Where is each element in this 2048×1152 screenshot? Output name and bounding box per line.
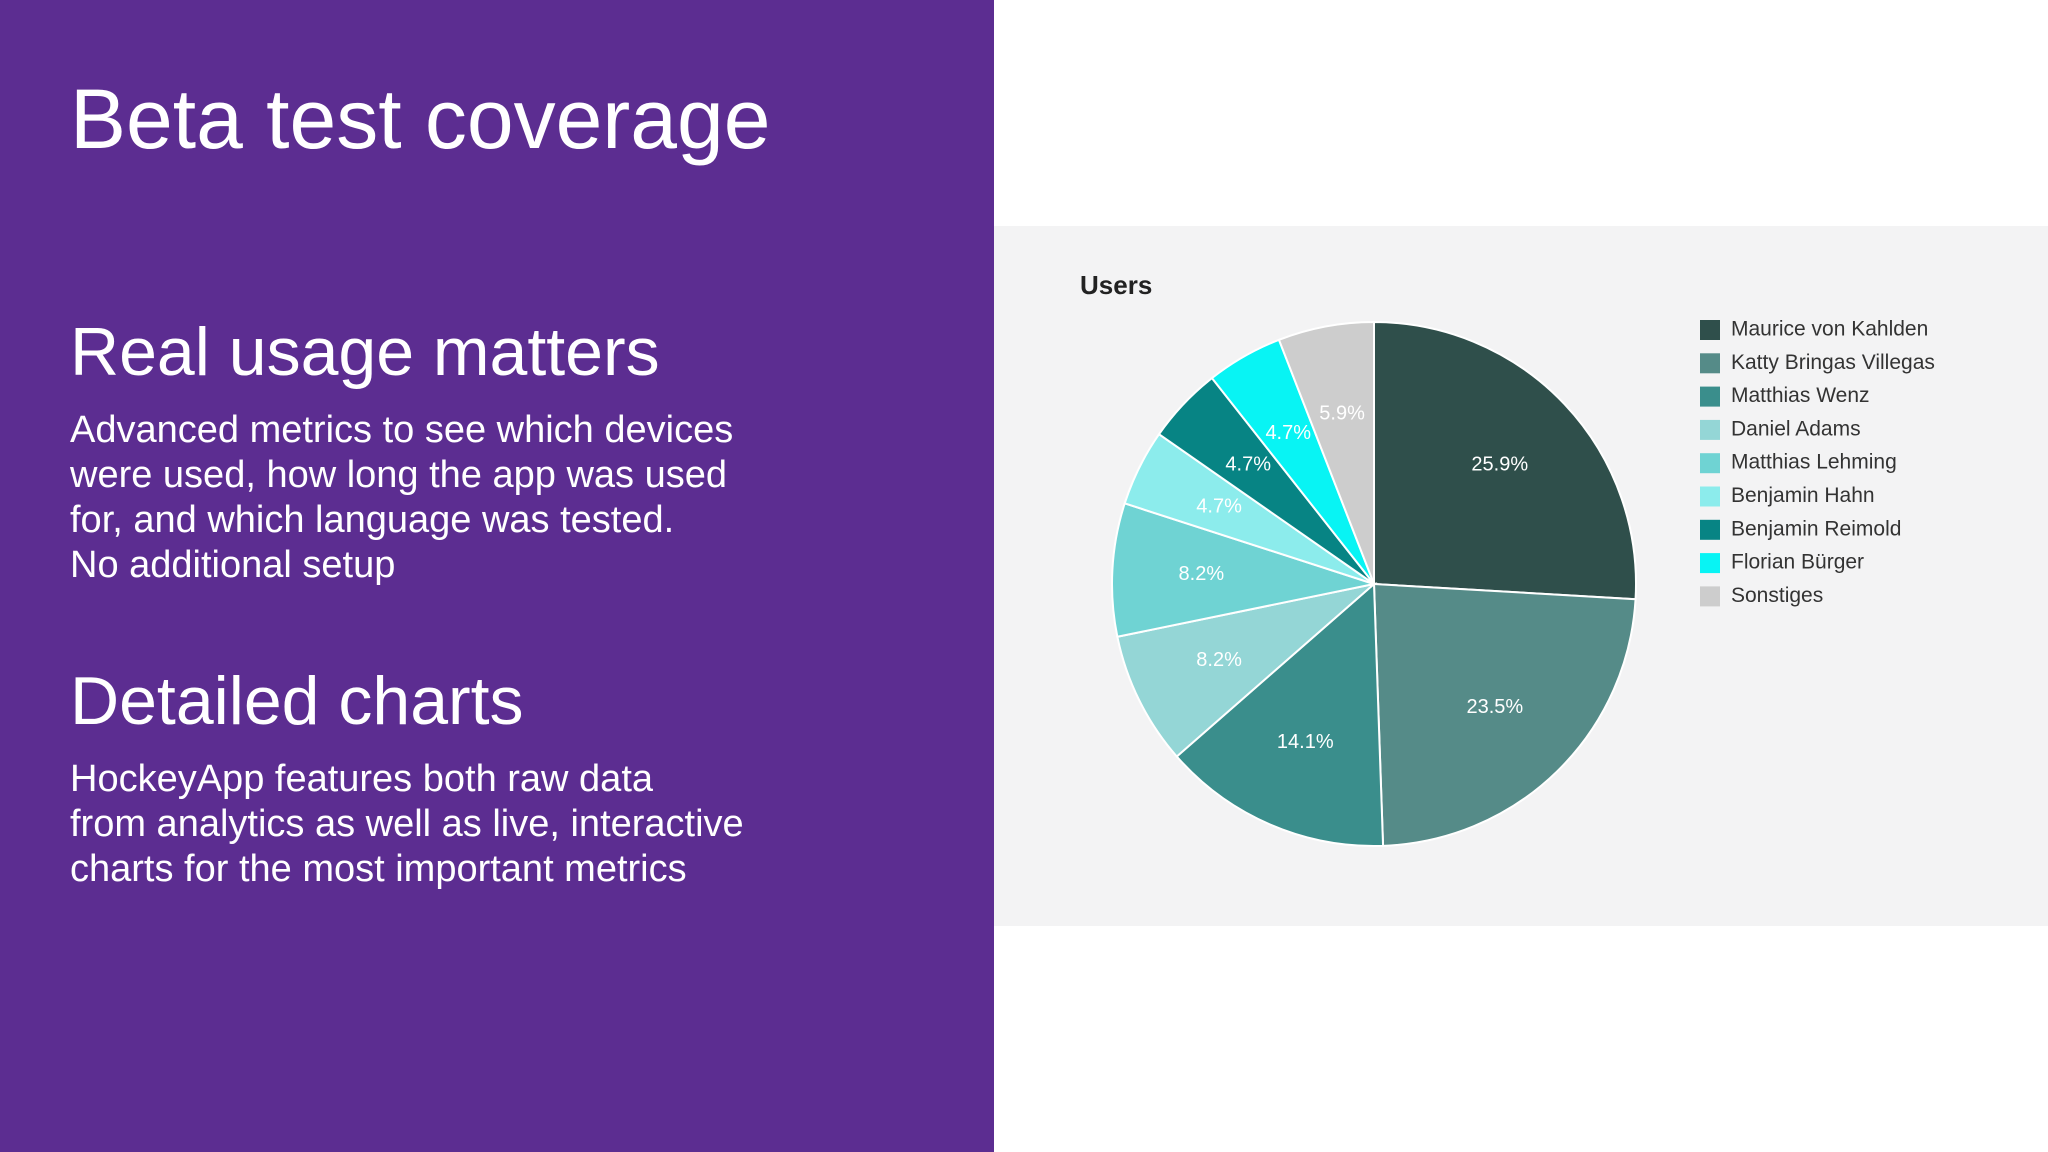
legend-label: Matthias Lehming [1731, 451, 1897, 474]
pie-slice [1116, 582, 1378, 758]
section-body: from analytics as well as live, interact… [70, 803, 744, 845]
legend-label: Florian Bürger [1731, 551, 1864, 574]
slice-label: 14.1% [1277, 731, 1334, 753]
slice-label: 8.2% [1179, 563, 1225, 585]
section-body: were used, how long the app was used [69, 454, 727, 496]
section-heading: Real usage matters [70, 314, 660, 390]
slice-label: 4.7% [1196, 495, 1242, 517]
legend-label: Benjamin Reimold [1731, 517, 1901, 540]
section-body: No additional setup [70, 544, 395, 586]
slice-label: 4.7% [1225, 454, 1271, 476]
slice-label: 25.9% [1471, 454, 1528, 476]
pie-slice [1372, 582, 1637, 847]
slice-label: 23.5% [1466, 696, 1523, 718]
side-panel [0, 0, 994, 1152]
pie-slice [1373, 320, 1637, 601]
legend-label: Maurice von Kahlden [1731, 318, 1928, 341]
legend-swatch [1700, 486, 1720, 507]
legend-swatch [1700, 453, 1720, 474]
legend-label: Sonstiges [1731, 584, 1823, 607]
section-heading: Detailed charts [70, 663, 524, 739]
legend-label: Katty Bringas Villegas [1731, 351, 1935, 374]
section-body: HockeyApp features both raw data [70, 758, 654, 800]
legend-swatch [1700, 553, 1720, 574]
legend-label: Matthias Wenz [1731, 384, 1870, 407]
legend-swatch [1700, 386, 1720, 407]
pie-slice [1175, 581, 1385, 847]
slice-label: 4.7% [1265, 422, 1311, 444]
legend-label: Daniel Adams [1731, 417, 1861, 440]
section-body: for, and which language was tested. [70, 499, 674, 541]
legend-swatch [1700, 320, 1720, 340]
slice-label: 8.2% [1196, 649, 1242, 671]
section-body: Advanced metrics to see which devices [70, 409, 733, 451]
section-body: charts for the most important metrics [70, 848, 687, 890]
chart-title: Users [1080, 270, 1152, 300]
legend-swatch [1700, 419, 1720, 440]
legend-swatch [1700, 519, 1720, 540]
legend-label: Benjamin Hahn [1731, 484, 1875, 507]
legend-swatch [1700, 353, 1720, 374]
slice-label: 5.9% [1319, 402, 1365, 424]
legend-swatch [1700, 586, 1720, 607]
pie-slice [1277, 320, 1375, 585]
slide-title: Beta test coverage [70, 72, 770, 166]
pie-slice [1111, 502, 1378, 638]
